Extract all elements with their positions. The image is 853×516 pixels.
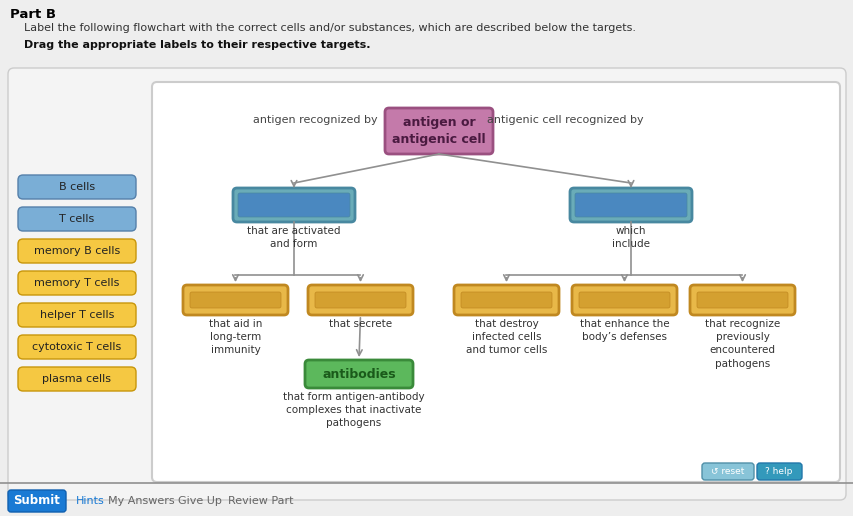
Text: Review Part: Review Part: [228, 496, 293, 506]
FancyBboxPatch shape: [183, 285, 287, 315]
FancyBboxPatch shape: [308, 285, 413, 315]
Text: ? help: ? help: [764, 467, 792, 476]
FancyBboxPatch shape: [569, 188, 691, 222]
Text: that destroy
infected cells
and tumor cells: that destroy infected cells and tumor ce…: [465, 319, 547, 356]
Text: that recognize
previously
encountered
pathogens: that recognize previously encountered pa…: [704, 319, 779, 368]
Text: which
include: which include: [612, 226, 649, 249]
Text: antigenic cell recognized by: antigenic cell recognized by: [486, 115, 642, 125]
FancyBboxPatch shape: [574, 193, 686, 217]
Text: antigen recognized by: antigen recognized by: [252, 115, 377, 125]
FancyBboxPatch shape: [578, 292, 670, 308]
FancyBboxPatch shape: [152, 82, 839, 482]
Text: memory T cells: memory T cells: [34, 278, 119, 288]
FancyBboxPatch shape: [18, 207, 136, 231]
FancyBboxPatch shape: [18, 303, 136, 327]
FancyBboxPatch shape: [18, 335, 136, 359]
Text: that form antigen-antibody
complexes that inactivate
pathogens: that form antigen-antibody complexes tha…: [283, 392, 424, 428]
FancyBboxPatch shape: [696, 292, 787, 308]
Text: My Answers: My Answers: [107, 496, 174, 506]
Text: T cells: T cells: [60, 214, 95, 224]
Text: memory B cells: memory B cells: [34, 246, 120, 256]
Text: that secrete: that secrete: [328, 319, 392, 329]
Text: cytotoxic T cells: cytotoxic T cells: [32, 342, 121, 352]
Text: B cells: B cells: [59, 182, 95, 192]
Text: that aid in
long-term
immunity: that aid in long-term immunity: [209, 319, 262, 356]
FancyBboxPatch shape: [454, 285, 559, 315]
FancyBboxPatch shape: [233, 188, 355, 222]
FancyBboxPatch shape: [238, 193, 350, 217]
FancyBboxPatch shape: [18, 367, 136, 391]
Text: Part B: Part B: [10, 8, 56, 21]
Text: Label the following flowchart with the correct cells and/or substances, which ar: Label the following flowchart with the c…: [24, 23, 635, 33]
FancyBboxPatch shape: [461, 292, 551, 308]
FancyBboxPatch shape: [18, 175, 136, 199]
FancyBboxPatch shape: [189, 292, 281, 308]
FancyBboxPatch shape: [701, 463, 753, 480]
FancyBboxPatch shape: [689, 285, 794, 315]
FancyBboxPatch shape: [305, 360, 413, 388]
Text: plasma cells: plasma cells: [43, 374, 112, 384]
FancyBboxPatch shape: [8, 490, 66, 512]
FancyBboxPatch shape: [385, 108, 492, 154]
FancyBboxPatch shape: [756, 463, 801, 480]
Text: antigen or
antigenic cell: antigen or antigenic cell: [392, 116, 485, 146]
Text: Hints: Hints: [76, 496, 105, 506]
FancyBboxPatch shape: [18, 271, 136, 295]
Text: helper T cells: helper T cells: [40, 310, 114, 320]
FancyBboxPatch shape: [18, 239, 136, 263]
FancyBboxPatch shape: [8, 68, 845, 500]
FancyBboxPatch shape: [315, 292, 405, 308]
Text: that are activated
and form: that are activated and form: [247, 226, 340, 249]
Text: Drag the appropriate labels to their respective targets.: Drag the appropriate labels to their res…: [24, 40, 370, 50]
FancyBboxPatch shape: [572, 285, 676, 315]
Text: that enhance the
body’s defenses: that enhance the body’s defenses: [579, 319, 669, 342]
Text: Give Up: Give Up: [177, 496, 222, 506]
Text: ↺ reset: ↺ reset: [711, 467, 744, 476]
Text: antibodies: antibodies: [322, 367, 395, 380]
Text: Submit: Submit: [14, 494, 61, 508]
